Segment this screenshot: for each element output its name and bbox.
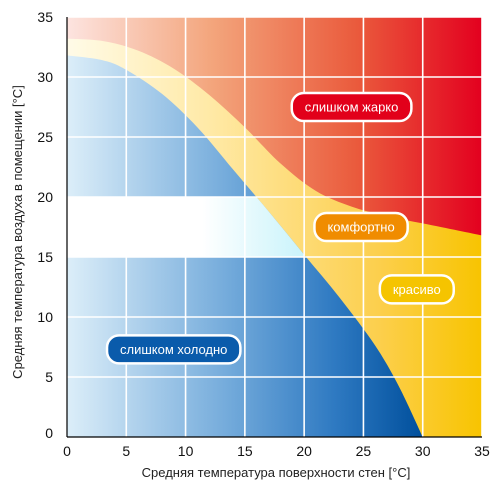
- y-tick-label: 0: [45, 425, 53, 441]
- zone-labels: слишком жарко комфортно красиво слишком хол…: [105, 91, 455, 365]
- zone-label-text: слишком холодно: [120, 342, 227, 357]
- zone-label-text: комфортно: [327, 220, 394, 235]
- zone-label-pill: [105, 334, 242, 365]
- y-tick-label: 15: [37, 249, 53, 265]
- y-tick-label: 10: [37, 309, 53, 325]
- x-tick-label: 5: [122, 443, 130, 459]
- x-tick-label: 35: [474, 443, 490, 459]
- y-tick-label: 25: [37, 129, 53, 145]
- zone-label-pill: [290, 91, 413, 123]
- plot-area: [67, 17, 482, 437]
- x-tick-label: 25: [356, 443, 372, 459]
- x-tick-label: 15: [237, 443, 253, 459]
- y-tick-label: 20: [37, 189, 53, 205]
- y-axis-title: Средняя температура воздуха в помещении …: [10, 85, 25, 379]
- y-tick-label: 5: [45, 369, 53, 385]
- zone-label-text: слишком жарко: [305, 100, 399, 115]
- zone-label-pill: [313, 211, 409, 243]
- zone-label-too-cold: слишком холодно: [105, 334, 242, 365]
- y-tick-label: 35: [37, 9, 53, 25]
- x-tick-label: 30: [415, 443, 431, 459]
- y-tick-labels: 0 5 10 15 20 25 30 35: [37, 9, 53, 441]
- x-tick-label: 10: [178, 443, 194, 459]
- axes: [66, 17, 482, 438]
- x-tick-label: 0: [63, 443, 71, 459]
- zone-label-too-hot: слишком жарко: [290, 91, 413, 123]
- zone-label-text: красиво: [393, 282, 441, 297]
- y-tick-label: 30: [37, 69, 53, 85]
- zone-label-pill: [378, 274, 455, 305]
- x-axis-title: Средняя температура поверхности стен [°C…: [142, 465, 411, 480]
- zone-label-acceptable: красиво: [378, 274, 455, 305]
- zone-label-comfortable: комфортно: [313, 211, 409, 243]
- x-tick-labels: 0 5 10 15 20 25 30 35: [63, 443, 490, 459]
- gridlines: [67, 16, 483, 437]
- x-tick-label: 20: [296, 443, 312, 459]
